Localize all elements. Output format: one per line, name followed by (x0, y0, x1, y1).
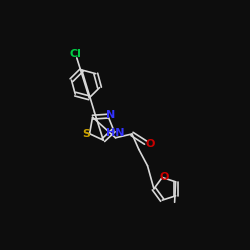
Text: O: O (145, 138, 154, 148)
Text: O: O (160, 172, 169, 182)
Text: HN: HN (106, 128, 125, 138)
Text: N: N (106, 110, 116, 120)
Text: S: S (83, 129, 91, 139)
Text: Cl: Cl (70, 49, 82, 59)
